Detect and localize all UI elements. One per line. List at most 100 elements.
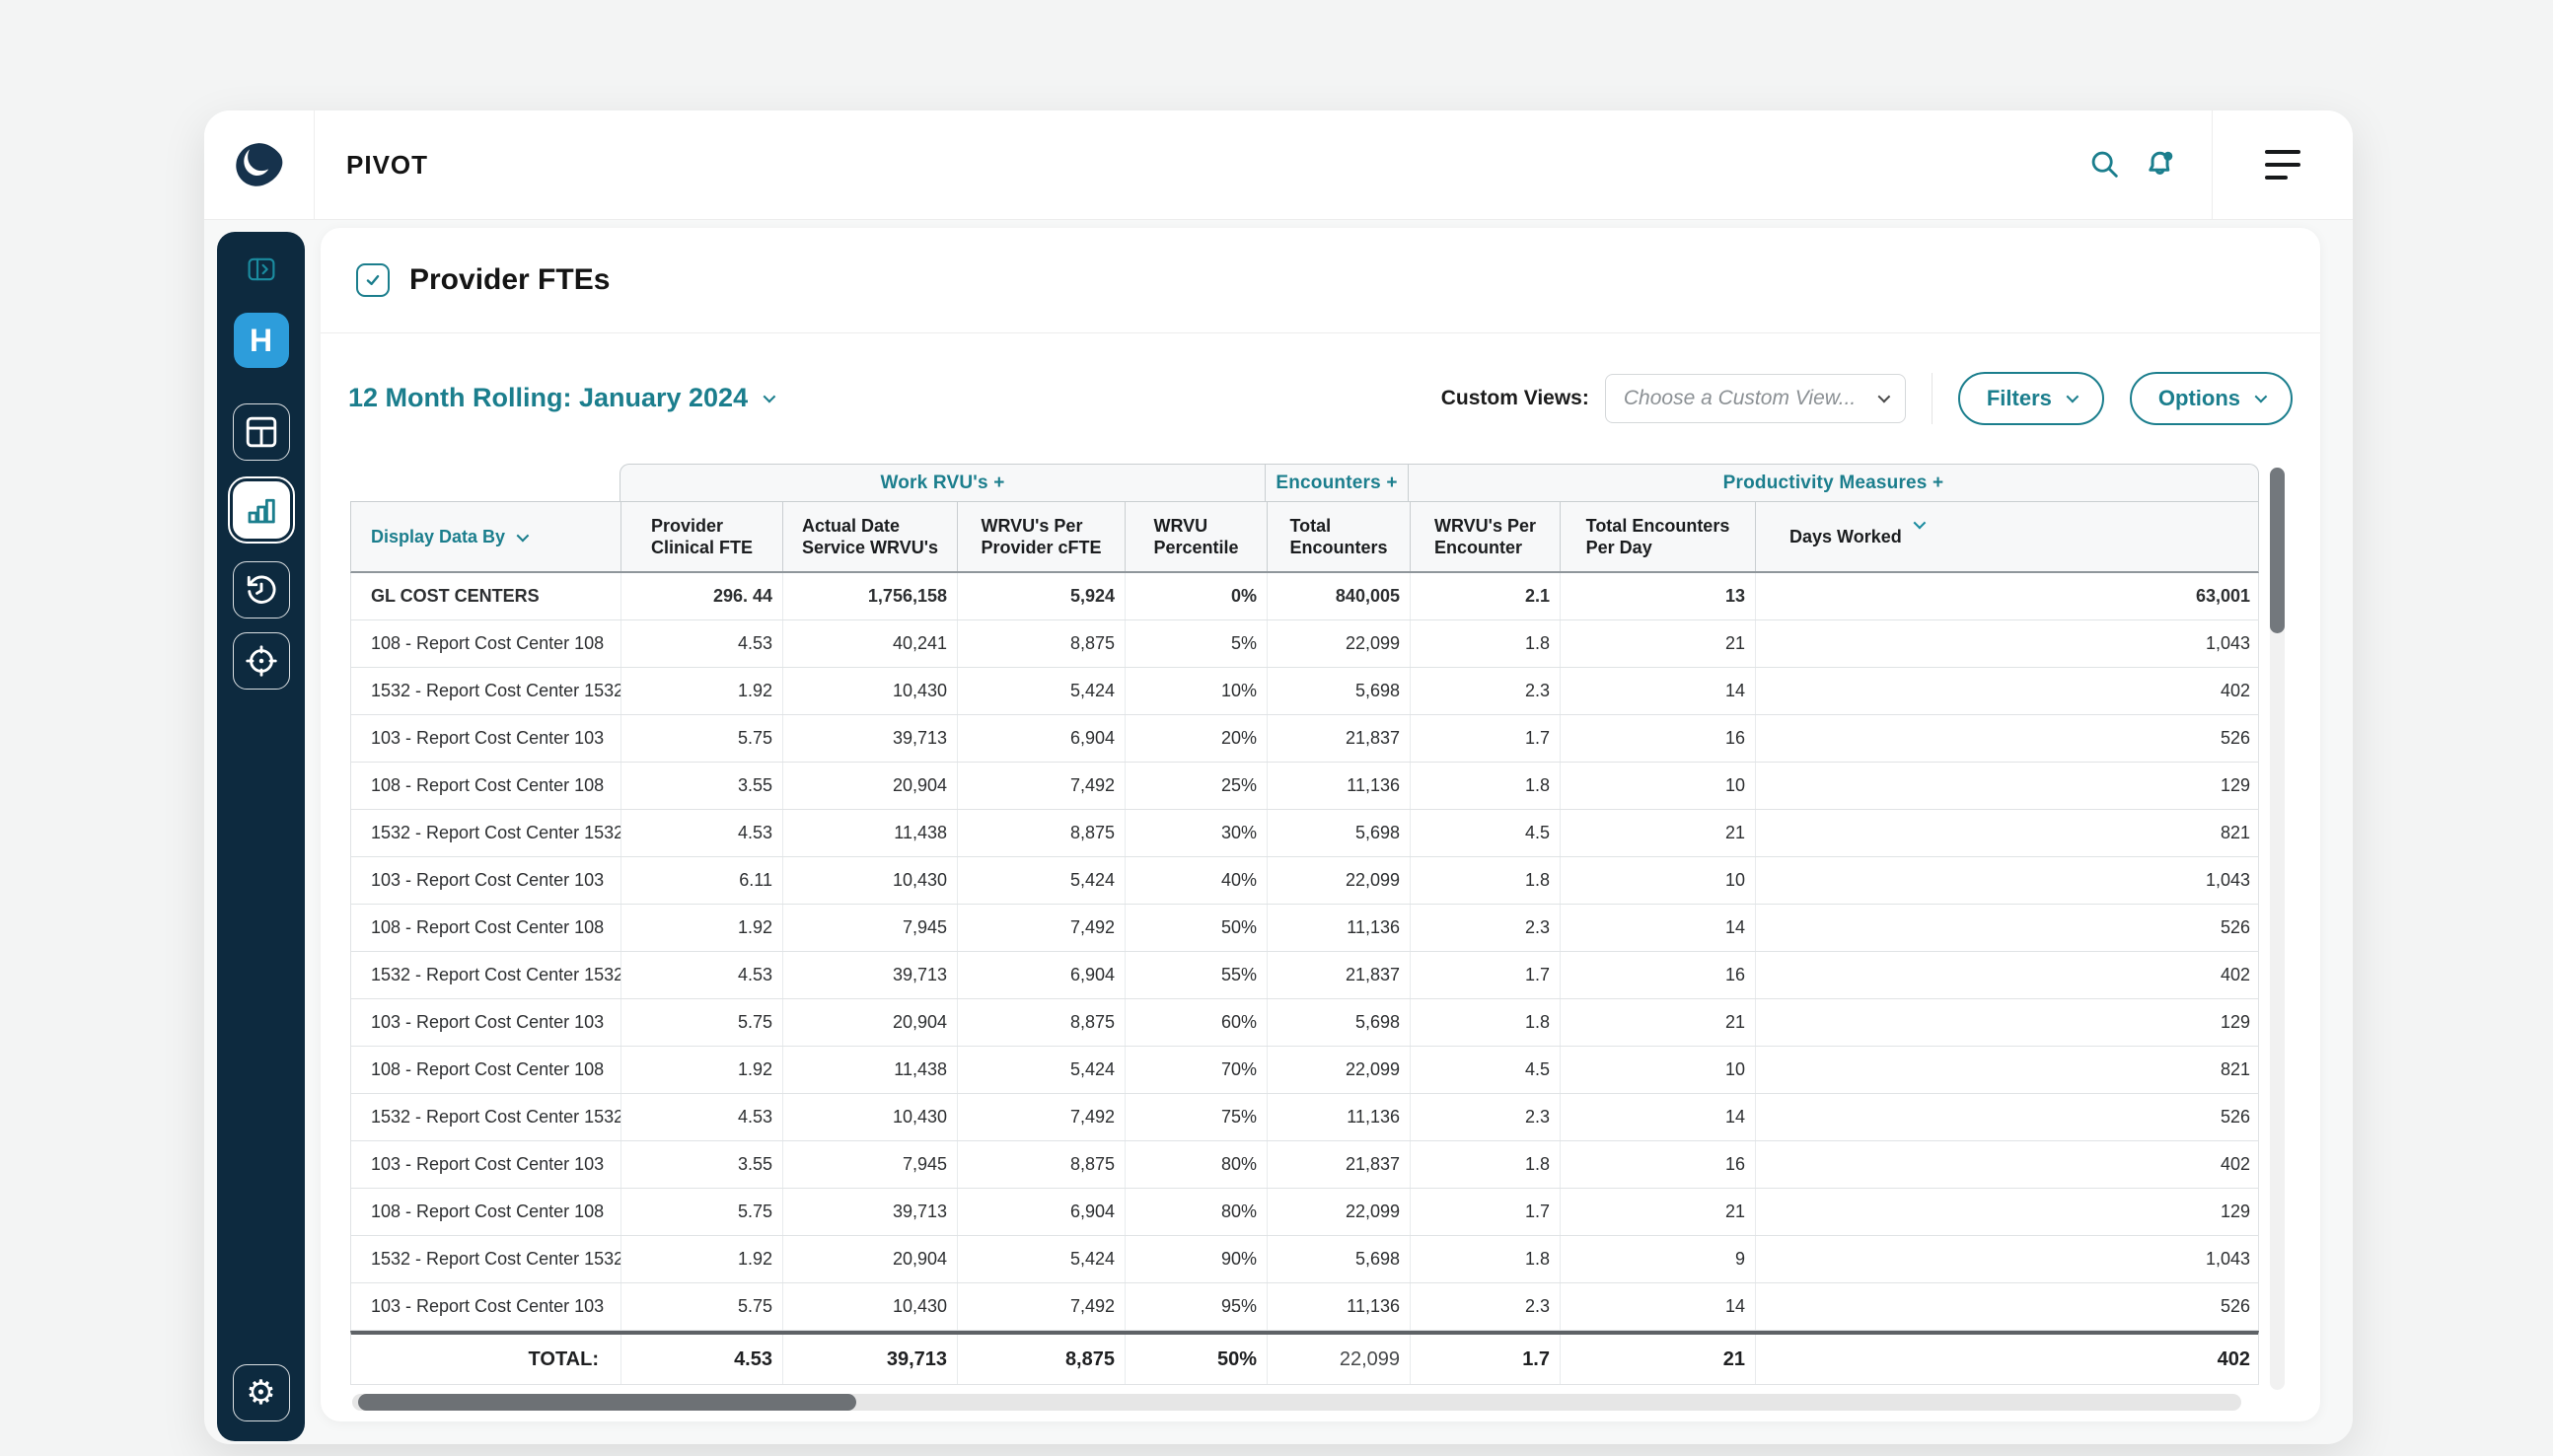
value-cell: 39,713 — [782, 952, 957, 998]
value-cell: 1.92 — [620, 668, 782, 714]
table-body: GL COST CENTERS296. 441,756,1585,9240%84… — [350, 573, 2259, 1385]
value-cell: 1.7 — [1410, 1189, 1560, 1235]
table-row[interactable]: 1532 - Report Cost Center 15324.5310,430… — [350, 1094, 2259, 1141]
value-cell: 4.53 — [620, 1094, 782, 1140]
vertical-scrollbar-thumb[interactable] — [2270, 468, 2285, 633]
row-label-cell: 103 - Report Cost Center 103 — [351, 1141, 620, 1188]
table-row[interactable]: 108 - Report Cost Center 1085.7539,7136,… — [350, 1189, 2259, 1236]
column-header-wrvus-per-encounter[interactable]: WRVU's PerEncounter — [1410, 502, 1560, 571]
value-cell: 10 — [1560, 857, 1755, 904]
period-selector[interactable]: 12 Month Rolling: January 2024 — [348, 383, 772, 413]
table-row[interactable]: 1532 - Report Cost Center 15321.9220,904… — [350, 1236, 2259, 1283]
table-row[interactable]: 103 - Report Cost Center 1035.7520,9048,… — [350, 999, 2259, 1047]
value-cell: 6.11 — [620, 857, 782, 904]
value-cell: 21,837 — [1267, 715, 1410, 762]
horizontal-scrollbar[interactable] — [352, 1394, 2241, 1411]
row-label-cell: GL COST CENTERS — [351, 573, 620, 619]
column-header-days-worked[interactable]: Days Worked — [1755, 502, 2260, 571]
value-cell: 526 — [1755, 715, 2260, 762]
chevron-down-icon — [2066, 391, 2079, 403]
pivot-logo-icon — [234, 141, 285, 188]
value-cell: 21 — [1560, 1189, 1755, 1235]
value-cell: 5.75 — [620, 1189, 782, 1235]
column-header-wrvu-percentile[interactable]: WRVUPercentile — [1125, 502, 1267, 571]
main-panel: Provider FTEs 12 Month Rolling: January … — [321, 228, 2320, 1421]
topbar-actions — [2078, 110, 2353, 219]
value-cell: 2.3 — [1410, 905, 1560, 951]
value-cell: 1,043 — [1755, 857, 2260, 904]
table-row[interactable]: GL COST CENTERS296. 441,756,1585,9240%84… — [350, 573, 2259, 620]
h-logo-label: H — [250, 323, 272, 359]
value-cell: 14 — [1560, 905, 1755, 951]
table-row[interactable]: 108 - Report Cost Center 1083.5520,9047,… — [350, 763, 2259, 810]
column-header-row: Display Data By ProviderClinical FTE Act… — [350, 501, 2259, 573]
value-cell: 6,904 — [957, 1189, 1125, 1235]
column-header-total-encounters[interactable]: TotalEncounters — [1267, 502, 1410, 571]
hamburger-icon[interactable] — [2213, 150, 2353, 180]
app-title: PIVOT — [346, 150, 428, 181]
table-row[interactable]: 103 - Report Cost Center 1036.1110,4305,… — [350, 857, 2259, 905]
value-cell: 5,424 — [957, 668, 1125, 714]
value-cell: 4.53 — [620, 1335, 782, 1384]
value-cell: 5,698 — [1267, 999, 1410, 1046]
app-window: PIVOT — [204, 110, 2353, 1444]
column-header-wrvus-per-provider-cfte[interactable]: WRVU's PerProvider cFTE — [957, 502, 1125, 571]
history-icon — [244, 572, 279, 608]
filters-button[interactable]: Filters — [1958, 372, 2104, 425]
value-cell: 11,136 — [1267, 763, 1410, 809]
page-checkbox[interactable] — [356, 263, 390, 297]
value-cell: 22,099 — [1267, 1189, 1410, 1235]
table-row[interactable]: 1532 - Report Cost Center 15324.5339,713… — [350, 952, 2259, 999]
value-cell: 8,875 — [957, 999, 1125, 1046]
value-cell: 14 — [1560, 668, 1755, 714]
value-cell: 22,099 — [1267, 620, 1410, 667]
group-header-productivity-measures[interactable]: Productivity Measures + — [1409, 464, 2259, 501]
horizontal-scrollbar-thumb[interactable] — [358, 1394, 856, 1411]
search-icon[interactable] — [2078, 137, 2133, 192]
group-header-encounters[interactable]: Encounters + — [1266, 464, 1409, 501]
custom-views-value: Choose a Custom View... — [1624, 387, 1856, 410]
sidebar-item-tables[interactable] — [233, 403, 290, 461]
sidebar-item-history[interactable] — [233, 561, 290, 619]
value-cell: 70% — [1125, 1047, 1267, 1093]
sidebar-item-home-logo[interactable]: H — [234, 313, 289, 368]
value-cell: 1,043 — [1755, 620, 2260, 667]
table-row[interactable]: 103 - Report Cost Center 1035.7539,7136,… — [350, 715, 2259, 763]
table-row[interactable]: 108 - Report Cost Center 1084.5340,2418,… — [350, 620, 2259, 668]
table-row[interactable]: 108 - Report Cost Center 1081.927,9457,4… — [350, 905, 2259, 952]
value-cell: 75% — [1125, 1094, 1267, 1140]
table-row[interactable]: 1532 - Report Cost Center 15321.9210,430… — [350, 668, 2259, 715]
value-cell: 3.55 — [620, 763, 782, 809]
value-cell: 21 — [1560, 620, 1755, 667]
column-header-total-encounters-per-day[interactable]: Total EncountersPer Day — [1560, 502, 1755, 571]
options-button[interactable]: Options — [2130, 372, 2293, 425]
value-cell: 25% — [1125, 763, 1267, 809]
value-cell: 3.55 — [620, 1141, 782, 1188]
table-row[interactable]: 1532 - Report Cost Center 15324.5311,438… — [350, 810, 2259, 857]
table-row[interactable]: 108 - Report Cost Center 1081.9211,4385,… — [350, 1047, 2259, 1094]
group-header-work-rvus[interactable]: Work RVU's + — [620, 464, 1266, 501]
value-cell: 1.8 — [1410, 763, 1560, 809]
collapse-panel-icon[interactable] — [248, 257, 275, 281]
sidebar-item-settings[interactable]: ⚙ — [233, 1364, 290, 1421]
value-cell: 4.53 — [620, 810, 782, 856]
custom-views-select[interactable]: Choose a Custom View... — [1605, 374, 1906, 423]
sidebar-item-goals[interactable] — [233, 632, 290, 690]
bell-icon[interactable] — [2133, 137, 2188, 192]
column-header-actual-date-service-wrvus[interactable]: Actual DateService WRVU's — [782, 502, 957, 571]
value-cell: 21 — [1560, 810, 1755, 856]
sidebar-item-analytics[interactable] — [233, 481, 290, 539]
chevron-down-icon — [517, 529, 530, 542]
app-logo[interactable] — [204, 110, 315, 219]
row-label-cell: 103 - Report Cost Center 103 — [351, 1283, 620, 1330]
table-row[interactable]: 103 - Report Cost Center 1033.557,9458,8… — [350, 1141, 2259, 1189]
column-header-provider-clinical-fte[interactable]: ProviderClinical FTE — [620, 502, 782, 571]
chevron-down-icon — [764, 391, 776, 403]
column-header-display-data-by[interactable]: Display Data By — [351, 502, 620, 571]
vertical-scrollbar[interactable] — [2270, 468, 2285, 1390]
table-row[interactable]: 103 - Report Cost Center 1035.7510,4307,… — [350, 1283, 2259, 1331]
total-row[interactable]: TOTAL:4.5339,7138,87550%22,0991.721402 — [350, 1331, 2259, 1385]
value-cell: 4.53 — [620, 620, 782, 667]
value-cell: 60% — [1125, 999, 1267, 1046]
value-cell: 9 — [1560, 1236, 1755, 1282]
